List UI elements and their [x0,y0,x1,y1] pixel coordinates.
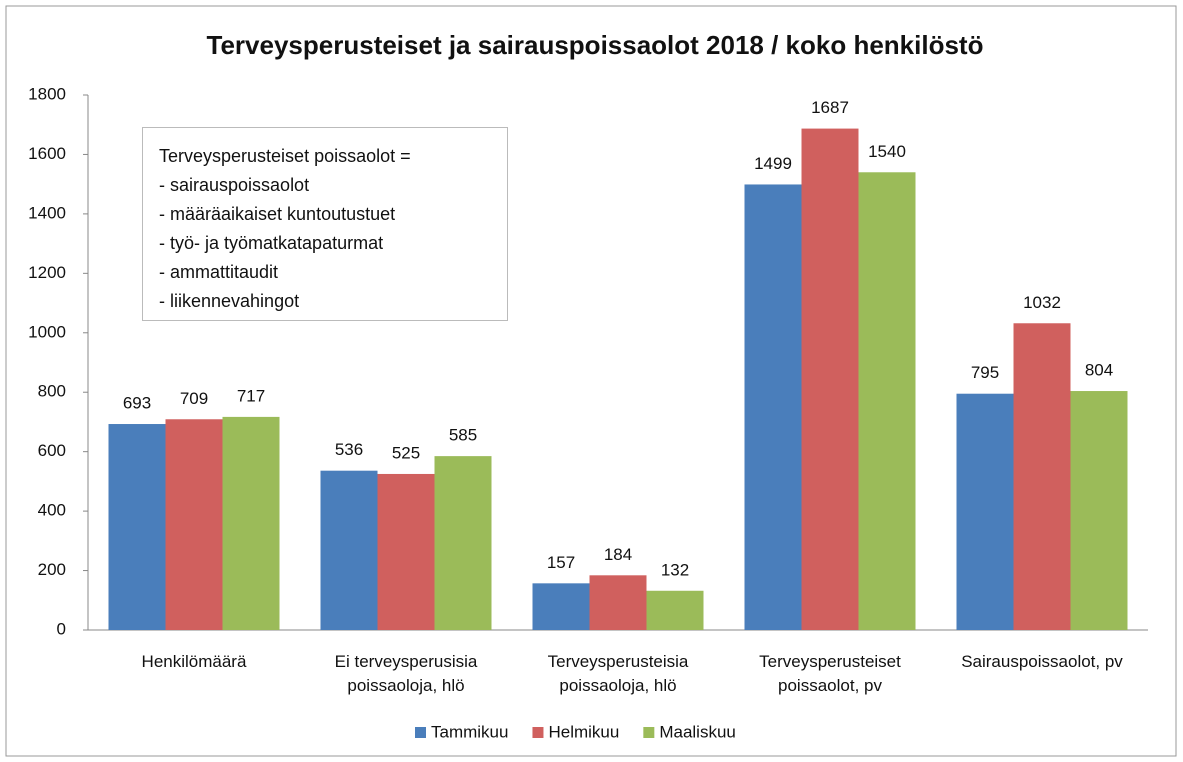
bar [1070,391,1128,630]
x-tick-label: Sairauspoissaolot, pv [961,652,1123,671]
legend-swatch [532,727,544,738]
bar [1013,323,1071,630]
annotation-item: - työ- ja työmatkatapaturmat [159,233,384,253]
annotation-item: - ammattitaudit [159,262,279,282]
bar [108,424,166,630]
y-tick-label: 0 [57,619,66,638]
value-label: 1540 [868,142,906,161]
legend-label: Helmikuu [548,722,619,741]
annotation-item: - liikennevahingot [159,291,300,311]
value-label: 1687 [811,98,849,117]
legend-label: Tammikuu [431,722,508,741]
y-tick-label: 1000 [28,322,66,341]
legend-swatch [643,727,655,738]
y-tick-label: 1600 [28,144,66,163]
y-tick-label: 800 [38,382,66,401]
value-label: 585 [449,426,477,445]
bar [222,416,280,630]
y-tick-label: 400 [38,501,66,520]
bar [320,470,378,630]
bar [646,590,704,630]
value-label: 157 [547,553,575,572]
annotation-item: - määräaikaiset kuntoutustuet [159,204,396,224]
x-tick-label: Terveysperusteisia poissaoloja, hlö [547,652,689,695]
value-label: 693 [123,394,151,413]
x-tick-label: Terveysperusteiset poissaolot, pv [759,652,901,695]
value-label: 717 [237,386,265,405]
value-label: 536 [335,440,363,459]
frame [5,5,1177,757]
y-tick-label: 1400 [28,203,66,222]
bar [532,583,590,630]
value-label: 132 [661,560,689,579]
value-label: 184 [604,545,632,564]
bar [589,575,647,630]
value-label: 709 [180,389,208,408]
legend-label: Maaliskuu [659,722,736,741]
bar [744,184,802,631]
value-label: 804 [1085,361,1113,380]
chart-title: Terveysperusteiset ja sairauspoissaolot … [207,30,984,60]
x-tick-label: Ei terveysperusisia poissaoloja, hlö [334,652,478,695]
x-tick-label: Henkilömäärä [141,652,247,671]
y-tick-label: 200 [38,560,66,579]
y-tick-label: 1200 [28,263,66,282]
y-tick-label: 600 [38,441,66,460]
bar [165,419,223,630]
annotation-title: Terveysperusteiset poissaolot = [159,146,411,166]
bar [434,456,492,630]
bar [377,473,435,630]
bar [956,393,1014,630]
bar [858,172,916,630]
annotation-item: - sairauspoissaolot [159,175,310,195]
value-label: 1499 [754,154,792,173]
bar [801,128,859,630]
value-label: 1032 [1023,293,1061,312]
y-tick-label: 1800 [28,84,66,103]
value-label: 525 [392,443,420,462]
annotation-box: Terveysperusteiset poissaolot = - sairau… [142,127,508,321]
value-label: 795 [971,363,999,382]
legend-swatch [415,727,426,738]
